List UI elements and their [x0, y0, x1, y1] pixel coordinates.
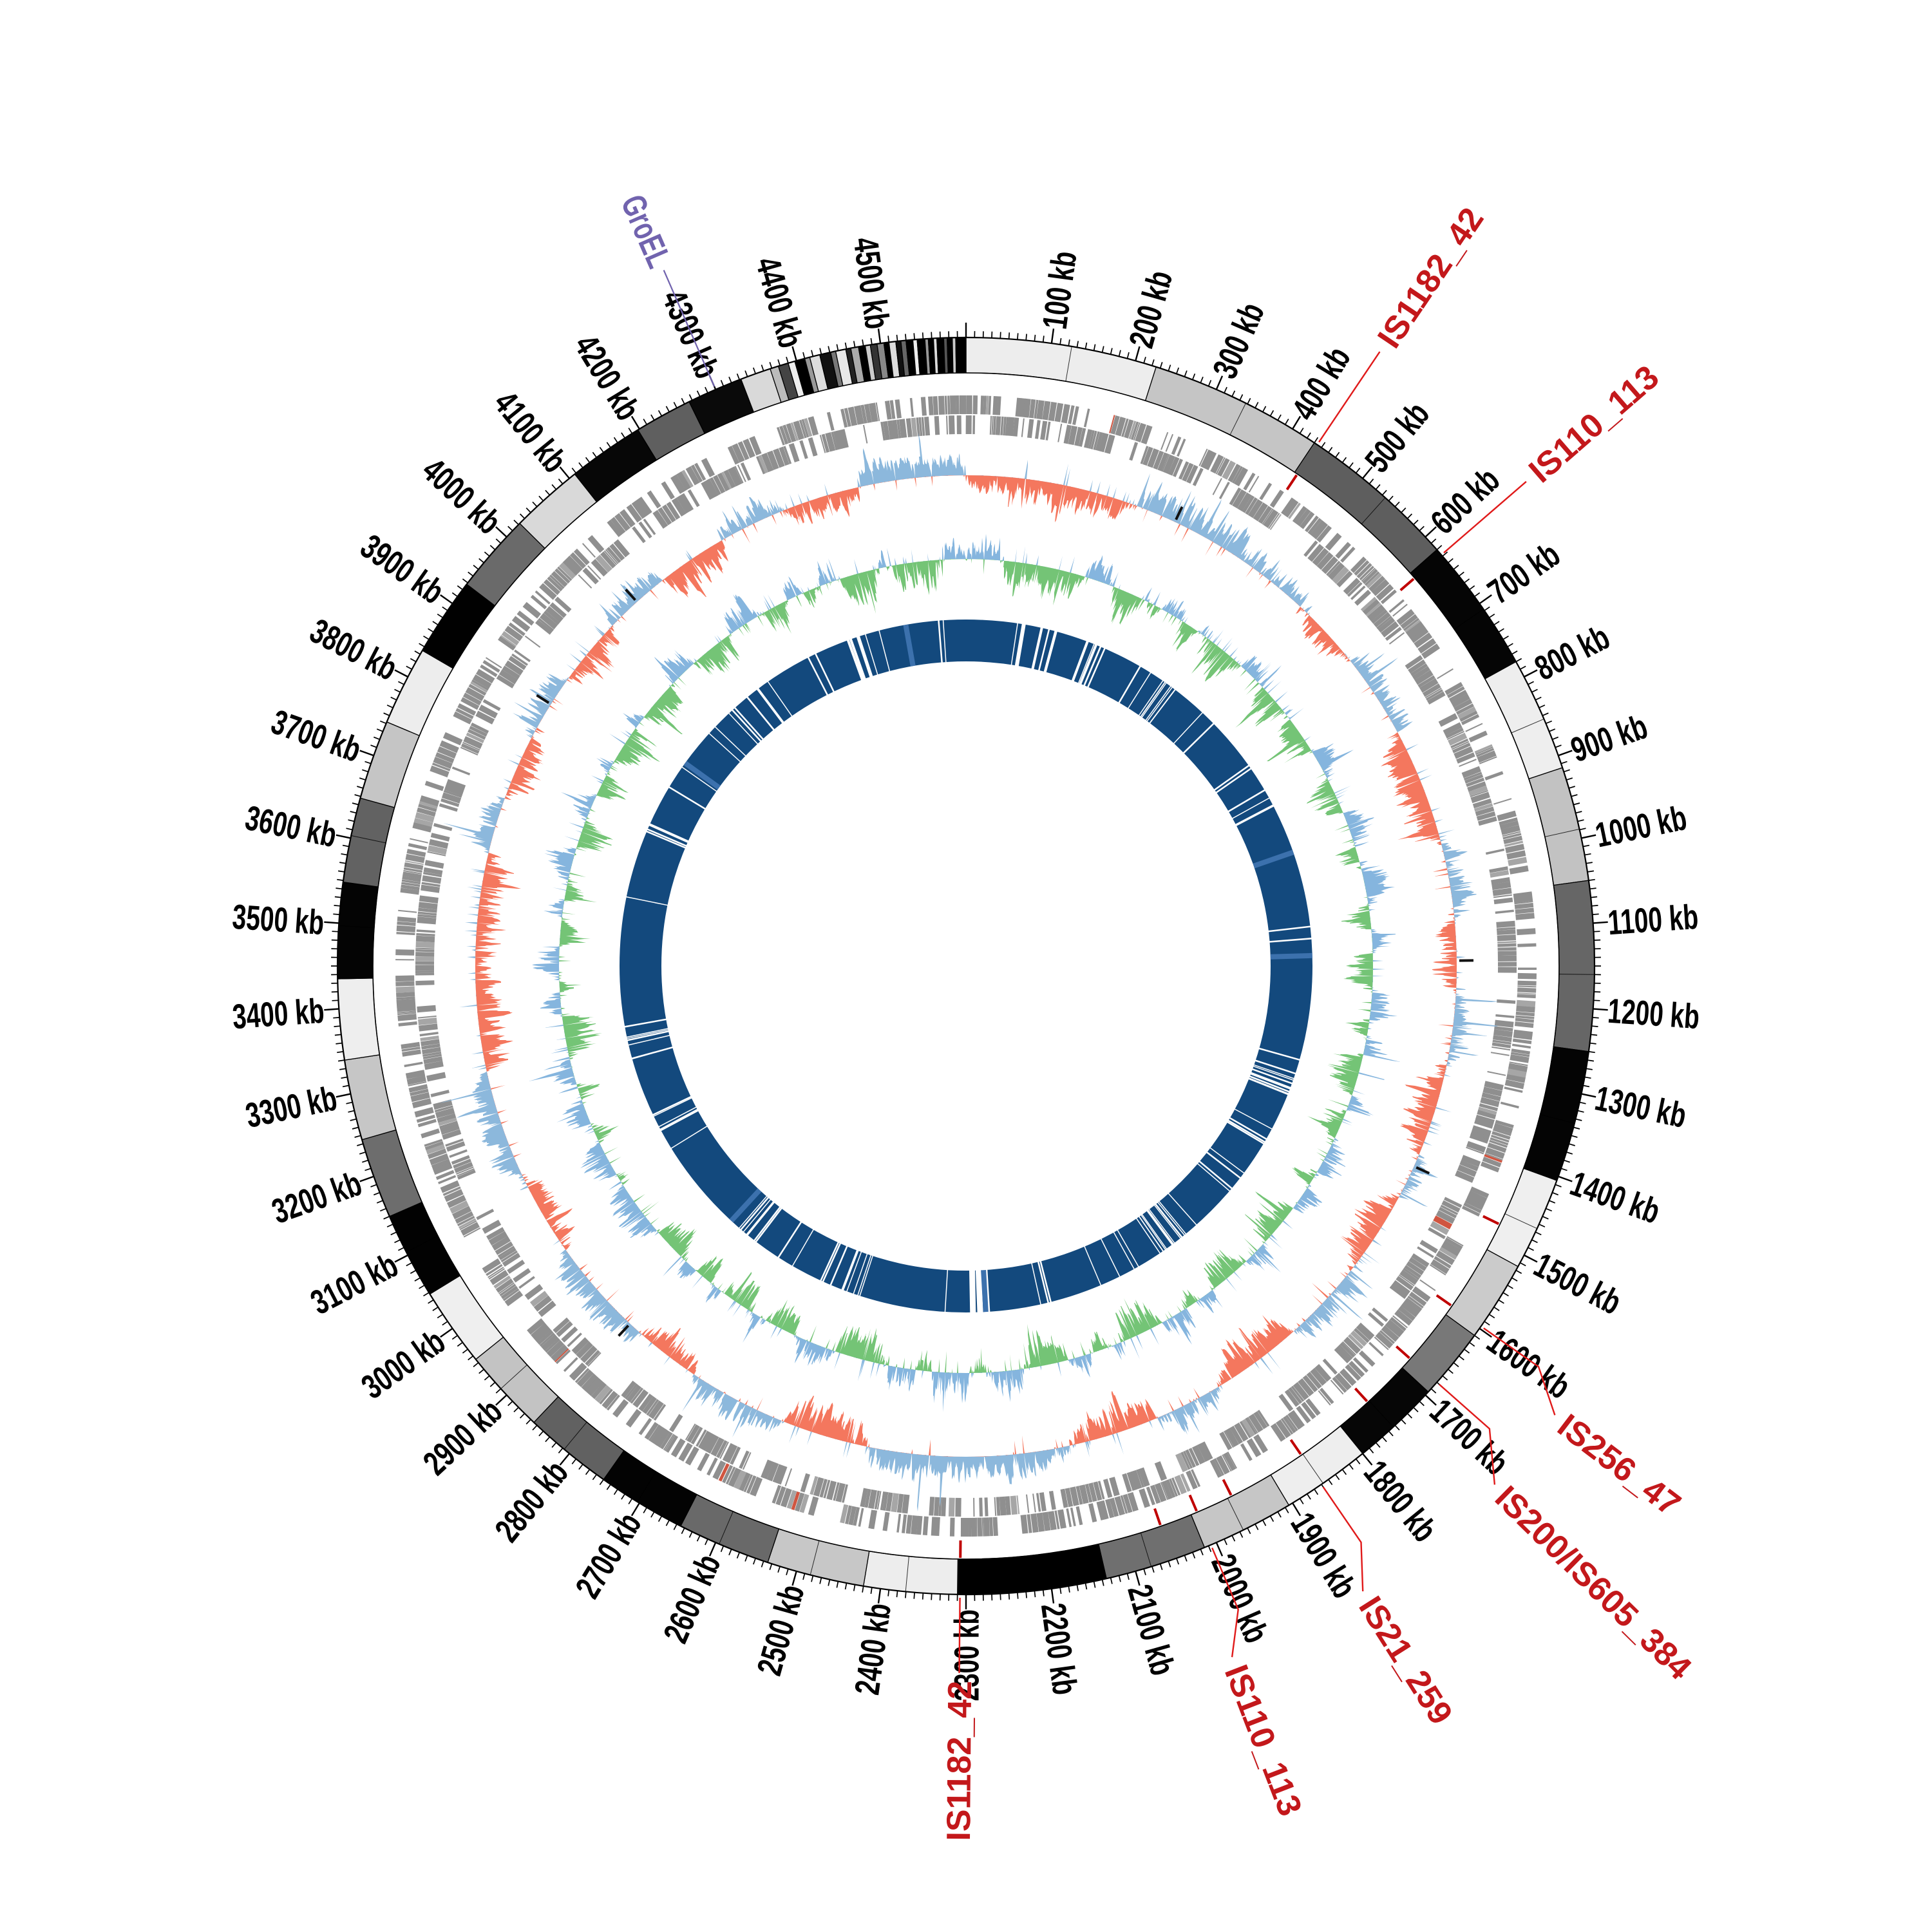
svg-text:1200 kb: 1200 kb	[1607, 990, 1701, 1036]
svg-text:2300 kb: 2300 kb	[947, 1609, 986, 1701]
svg-text:IS1182_42: IS1182_42	[940, 1681, 979, 1841]
svg-text:3500 kb: 3500 kb	[231, 896, 325, 942]
svg-text:1100 kb: 1100 kb	[1607, 896, 1700, 942]
svg-text:3400 kb: 3400 kb	[231, 990, 325, 1036]
